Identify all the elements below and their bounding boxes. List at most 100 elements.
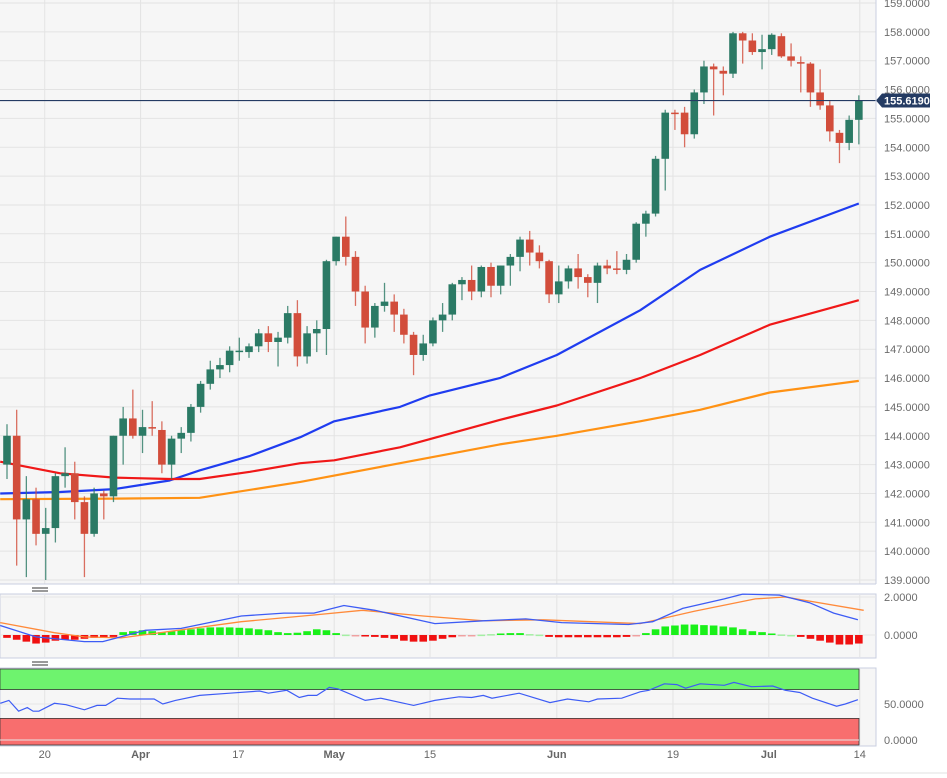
candle [361, 285, 369, 344]
y-tick-label: 151.0000 [884, 229, 930, 241]
macd-histogram-bar [90, 635, 98, 638]
candle-body [361, 291, 369, 328]
candle-body [584, 277, 592, 283]
macd-histogram-bar [3, 635, 11, 638]
candle [661, 109, 670, 191]
y-tick-label: 156.0000 [884, 85, 930, 97]
candle-body [235, 350, 244, 353]
candle-body [787, 56, 795, 61]
candle [254, 329, 263, 353]
candle-body [90, 493, 98, 534]
candle-body [700, 66, 708, 93]
rsi-tick-label: 0.0000 [884, 735, 918, 747]
y-tick-label: 145.0000 [884, 402, 930, 414]
macd-histogram-bar [603, 635, 611, 638]
candle-body [796, 62, 805, 64]
candle-body [167, 438, 176, 465]
macd-pane: 2.0000 0.0000 [0, 592, 918, 657]
macd-histogram-bar [506, 633, 515, 635]
macd-histogram-bar [70, 635, 79, 640]
candle [535, 245, 544, 269]
candle [458, 277, 466, 301]
y-tick-label: 143.0000 [884, 460, 930, 472]
candle [51, 473, 60, 543]
macd-histogram-bar [109, 635, 118, 637]
macd-histogram-bar [429, 635, 437, 641]
candle [603, 259, 611, 275]
macd-histogram-bar [700, 625, 708, 635]
candle [845, 115, 853, 151]
candle [235, 337, 244, 361]
macd-histogram-bar [806, 635, 815, 639]
candle-body [225, 350, 234, 366]
candle-body [119, 418, 127, 436]
macd-histogram-bar [332, 633, 340, 635]
rsi-tick-label: 50.0000 [884, 699, 924, 711]
macd-histogram-bar [661, 626, 670, 635]
candle [90, 487, 98, 537]
pane-resize-handle[interactable] [32, 587, 48, 592]
y-tick-label: 158.0000 [884, 27, 930, 39]
x-tick-label: 19 [667, 749, 679, 761]
candle-body [264, 333, 273, 342]
candle [332, 236, 340, 266]
candle-body [835, 132, 844, 143]
candle-body [80, 502, 89, 534]
candle-body [351, 256, 360, 292]
rsi-overbought-zone [0, 668, 860, 691]
pane-resize-handle[interactable] [32, 661, 48, 666]
macd-histogram-bar [400, 635, 408, 641]
rsi-oversold-zone [0, 718, 860, 746]
y-tick-label: 141.0000 [884, 517, 930, 529]
candle [322, 259, 331, 355]
macd-histogram-bar [419, 635, 428, 642]
macd-histogram-bar [516, 633, 524, 635]
candle-body [671, 112, 679, 115]
macd-histogram-bar [371, 635, 379, 637]
candle [593, 262, 602, 304]
candle-body [196, 383, 205, 407]
macd-histogram-bar [554, 635, 563, 638]
candle [671, 109, 679, 130]
macd-histogram-bar [206, 627, 215, 635]
candle-body [380, 301, 389, 306]
candle [438, 303, 447, 332]
candle-body [100, 493, 108, 497]
candle-body [3, 435, 11, 465]
candle-body [12, 435, 21, 520]
candle [119, 406, 127, 465]
y-tick-label: 157.0000 [884, 56, 930, 68]
candle [80, 496, 89, 578]
candle-body [342, 236, 350, 257]
macd-signal-line [0, 596, 864, 639]
ma-slow-line [0, 379, 859, 501]
macd-histogram-bar [671, 625, 679, 635]
macd-histogram-bar [729, 627, 737, 635]
candle-body [535, 252, 544, 262]
candle [129, 389, 137, 439]
candle-body [719, 70, 728, 74]
candle-body [293, 313, 302, 357]
macd-histogram-bar [467, 635, 476, 637]
candle [719, 66, 728, 96]
candle [613, 251, 621, 275]
candle [371, 303, 379, 338]
time-axis[interactable]: 20 Apr 17 May 15 Jun 19 Jul 14 [39, 749, 866, 761]
macd-histogram-bar [100, 635, 108, 638]
price-axis[interactable]: 139.0000 140.0000 141.0000 142.0000 143.0000… [884, 0, 930, 587]
candle-body [216, 365, 224, 370]
macd-histogram-bar [584, 635, 592, 638]
macd-histogram-bar [158, 632, 166, 635]
y-tick-label: 150.0000 [884, 258, 930, 270]
macd-histogram-bar [119, 632, 127, 635]
macd-histogram-bar [361, 635, 369, 637]
macd-histogram-bar [690, 624, 699, 635]
macd-histogram-bar [380, 635, 389, 638]
candle-body [709, 66, 718, 70]
candle-body [322, 261, 331, 330]
candle [584, 274, 592, 298]
candle-body [458, 279, 466, 285]
candle [632, 222, 640, 263]
candle [622, 253, 631, 275]
